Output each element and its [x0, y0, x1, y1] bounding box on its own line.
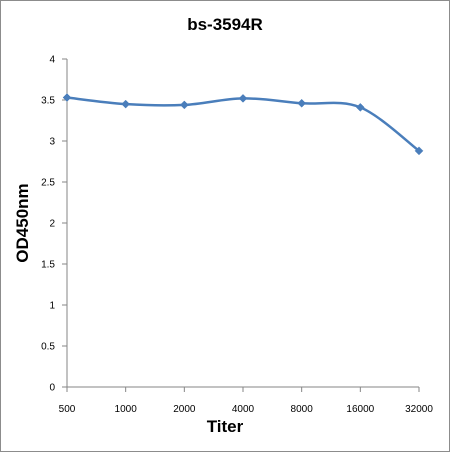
y-tick-label: 4 — [49, 55, 55, 66]
y-tick-labels: 0 0.5 1 1.5 2 2.5 3 3.5 4 — [41, 55, 55, 394]
chart-title: bs-3594R — [187, 15, 263, 34]
x-tick-label: 2000 — [173, 404, 196, 415]
axes — [62, 58, 420, 392]
y-tick-label: 0 — [49, 383, 55, 394]
x-tick-label: 1000 — [115, 404, 138, 415]
data-point-marker — [238, 94, 248, 103]
data-point-marker — [355, 103, 365, 112]
data-point-marker — [414, 146, 424, 156]
x-tick-label: 500 — [59, 404, 76, 415]
data-point-marker — [297, 98, 307, 108]
y-tick-label: 3.5 — [41, 96, 55, 107]
x-tick-label: 8000 — [291, 404, 314, 415]
series-points — [62, 93, 424, 156]
x-tick-label: 4000 — [232, 404, 255, 415]
y-tick-label: 1.5 — [41, 260, 55, 271]
data-point-marker — [179, 100, 189, 110]
data-point-marker — [62, 93, 72, 102]
series-line — [66, 96, 420, 152]
y-tick-label: 3 — [49, 137, 55, 148]
y-tick-label: 2 — [49, 219, 55, 230]
x-tick-label: 16000 — [346, 404, 374, 415]
x-tick-labels: 500 1000 2000 4000 8000 16000 32000 — [59, 404, 434, 415]
y-tick-label: 2.5 — [41, 178, 55, 189]
data-point-marker — [121, 99, 131, 109]
series-line-path — [66, 96, 420, 152]
x-axis-title: Titer — [206, 417, 244, 436]
y-tick-label: 1 — [49, 301, 55, 312]
x-tick-label: 32000 — [405, 404, 433, 415]
y-tick-label: 0.5 — [41, 342, 55, 353]
